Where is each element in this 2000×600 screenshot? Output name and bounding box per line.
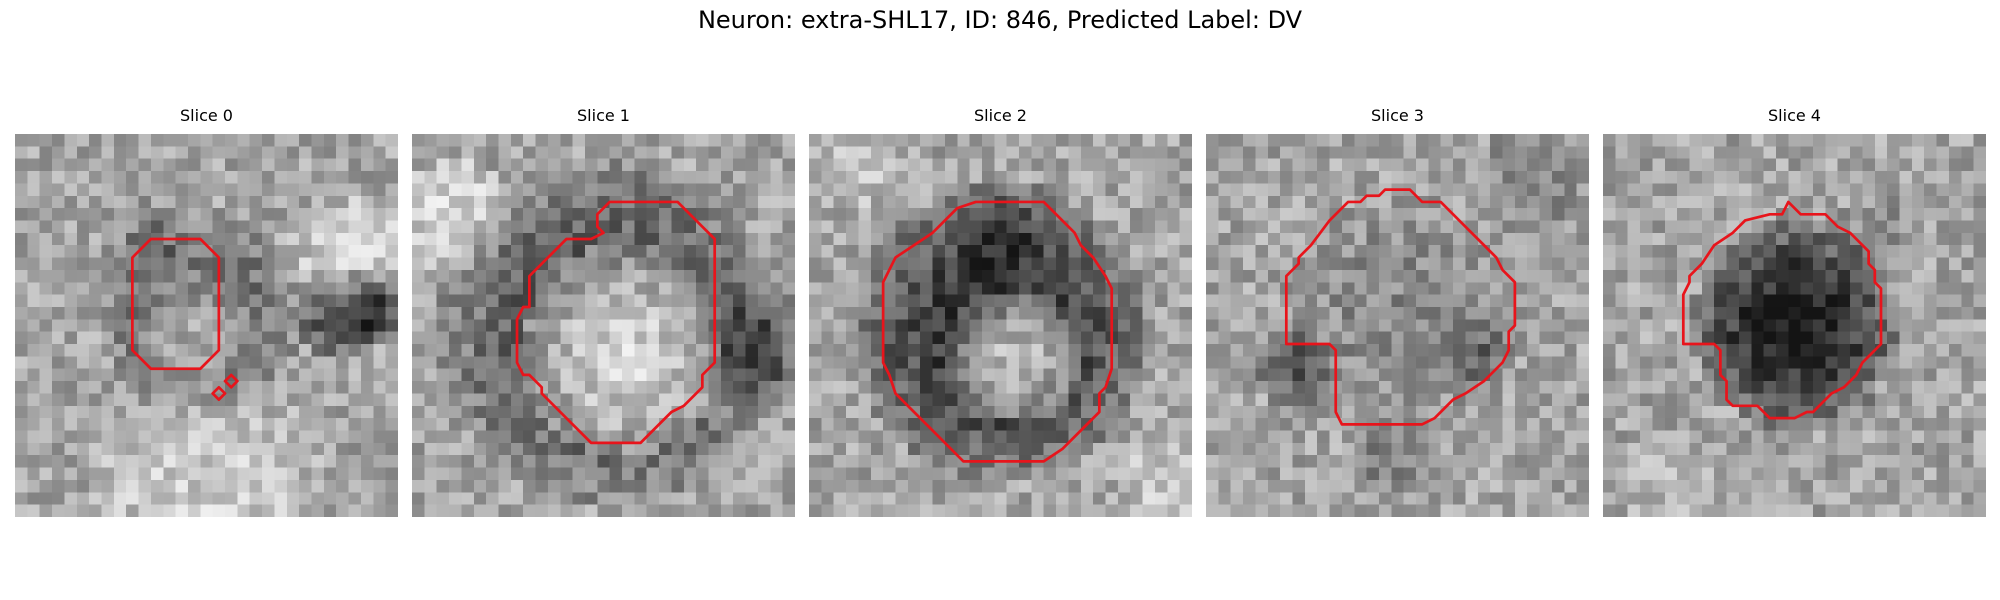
slice-image <box>809 134 1192 517</box>
slice-panel: Slice 3 <box>1206 106 1589 517</box>
slice-title: Slice 0 <box>180 106 233 125</box>
slice-title: Slice 1 <box>577 106 630 125</box>
cell-contour <box>1284 188 1517 426</box>
slice-image <box>1206 134 1589 517</box>
cell-contour <box>211 385 227 401</box>
slice-panel: Slice 0 <box>15 106 398 517</box>
slice-image <box>15 134 398 517</box>
cell-contour <box>515 200 717 445</box>
figure-title: Neuron: extra-SHL17, ID: 846, Predicted … <box>697 6 1303 34</box>
slice-image <box>1603 134 1986 517</box>
slice-title: Slice 3 <box>1371 106 1424 125</box>
slice-panel: Slice 4 <box>1603 106 1986 517</box>
cell-contour <box>131 237 221 371</box>
slice-image <box>412 134 795 517</box>
cell-contour <box>881 200 1114 463</box>
slice-panel: Slice 2 <box>809 106 1192 517</box>
slice-panel: Slice 1 <box>412 106 795 517</box>
slice-title: Slice 4 <box>1768 106 1821 125</box>
cell-contour <box>1681 200 1883 420</box>
slice-title: Slice 2 <box>974 106 1027 125</box>
cell-contour <box>223 373 239 389</box>
